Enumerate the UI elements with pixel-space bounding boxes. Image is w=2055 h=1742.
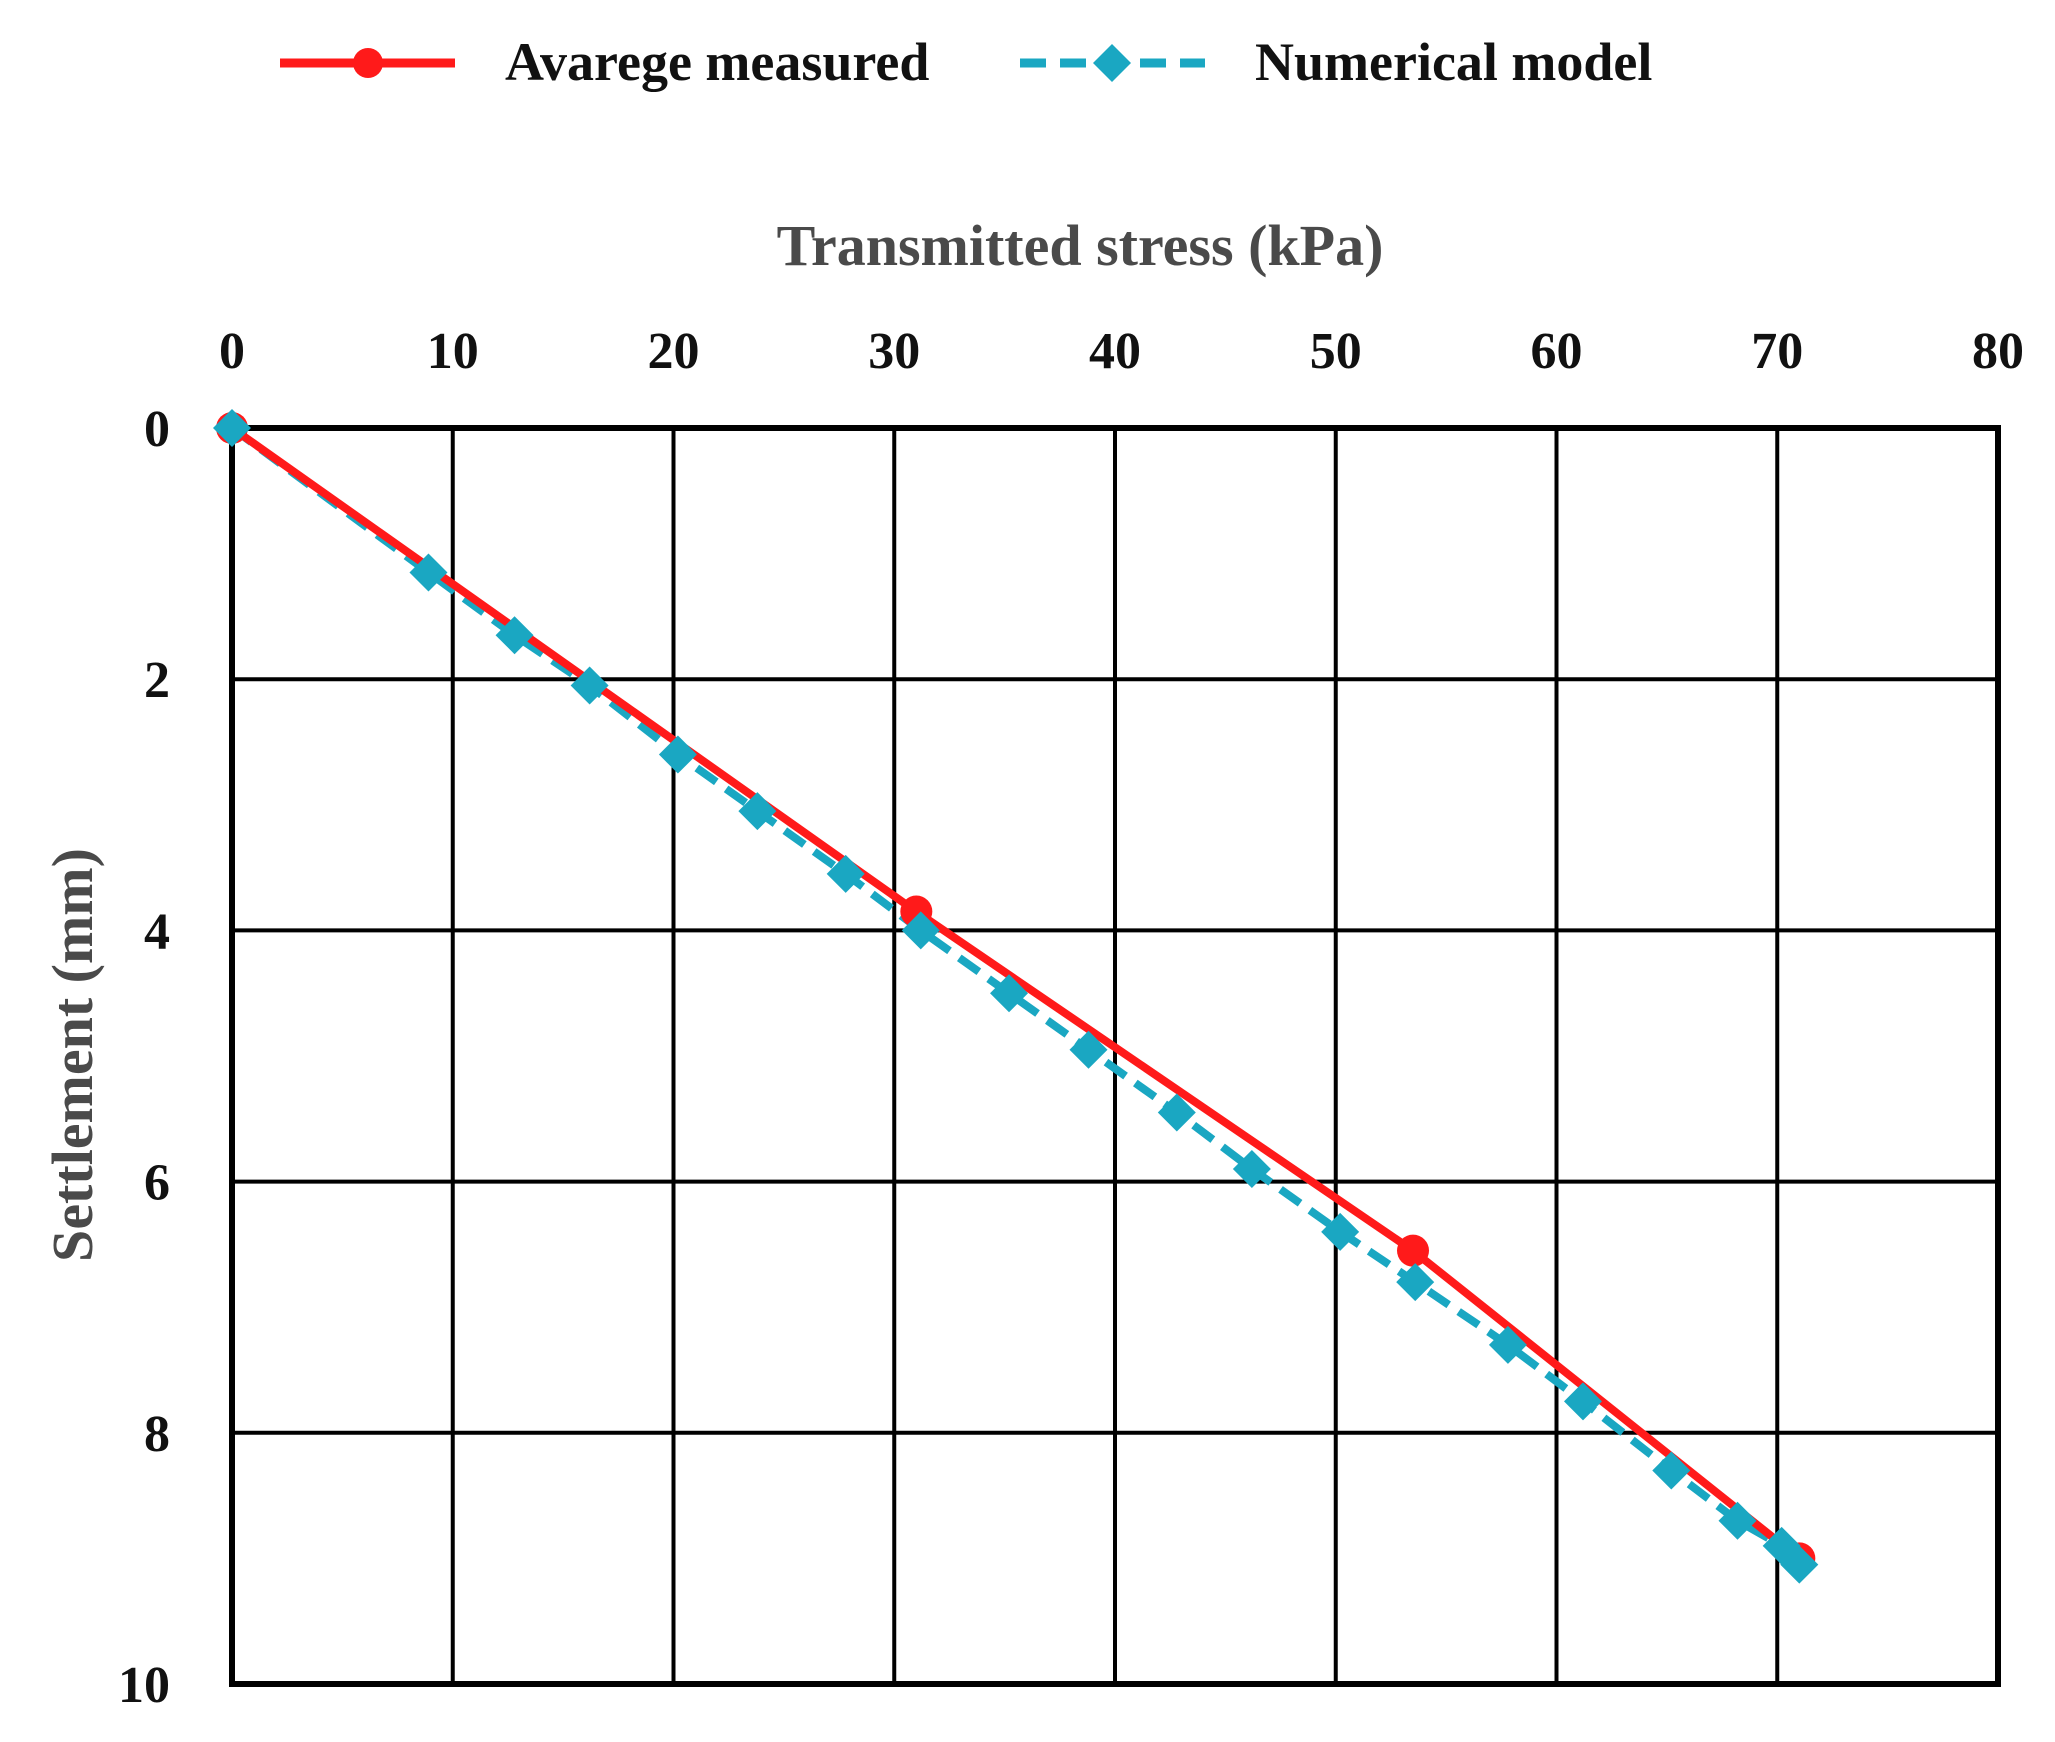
x-tick-label: 40 [1089, 323, 1141, 380]
x-axis-title: Transmitted stress (kPa) [777, 213, 1384, 278]
model-point [1652, 1451, 1691, 1490]
y-ticks: 0 2 4 6 8 10 [118, 401, 170, 1714]
legend-measured-marker [353, 48, 383, 78]
model-point [1321, 1212, 1360, 1251]
model-point [1718, 1501, 1757, 1540]
model-point [738, 792, 777, 831]
x-ticks: 0 10 20 30 40 50 60 70 80 [219, 323, 2024, 380]
model-point [990, 974, 1029, 1013]
x-tick-label: 80 [1972, 323, 2024, 380]
x-tick-label: 30 [868, 323, 920, 380]
y-tick-label: 8 [144, 1406, 170, 1463]
legend-measured-label: Avarege measured [505, 32, 929, 92]
x-tick-label: 70 [1751, 323, 1803, 380]
y-axis-title: Settlement (mm) [40, 848, 105, 1262]
model-point [1157, 1093, 1196, 1132]
series [213, 409, 1819, 1584]
y-tick-label: 0 [144, 401, 170, 458]
model-point [1563, 1382, 1602, 1421]
model-point [409, 553, 448, 592]
legend: Avarege measured Numerical model [280, 32, 1652, 92]
series-line-measured [229, 424, 1802, 1562]
measured-point [1397, 1234, 1430, 1267]
model-point [495, 616, 534, 655]
model-point [1396, 1263, 1435, 1302]
model-point [1488, 1325, 1527, 1364]
y-tick-label: 4 [144, 903, 170, 960]
plot-frame [229, 425, 2001, 1687]
model-point [570, 666, 609, 705]
y-tick-label: 10 [118, 1657, 170, 1714]
model-point [1780, 1545, 1819, 1584]
model-point [213, 409, 251, 447]
y-tick-label: 2 [144, 652, 170, 709]
x-tick-label: 10 [427, 323, 479, 380]
grid [229, 425, 2001, 1687]
model-point [658, 735, 697, 774]
x-tick-label: 20 [648, 323, 700, 380]
model-point [1069, 1030, 1108, 1069]
x-tick-label: 50 [1310, 323, 1362, 380]
x-tick-label: 60 [1531, 323, 1583, 380]
model-point [1232, 1150, 1271, 1189]
legend-model-marker [1093, 44, 1131, 82]
y-tick-label: 6 [144, 1155, 170, 1212]
x-tick-label: 0 [219, 323, 245, 380]
model-point [826, 854, 865, 893]
legend-model-label: Numerical model [1255, 32, 1652, 92]
model-point [901, 911, 940, 950]
